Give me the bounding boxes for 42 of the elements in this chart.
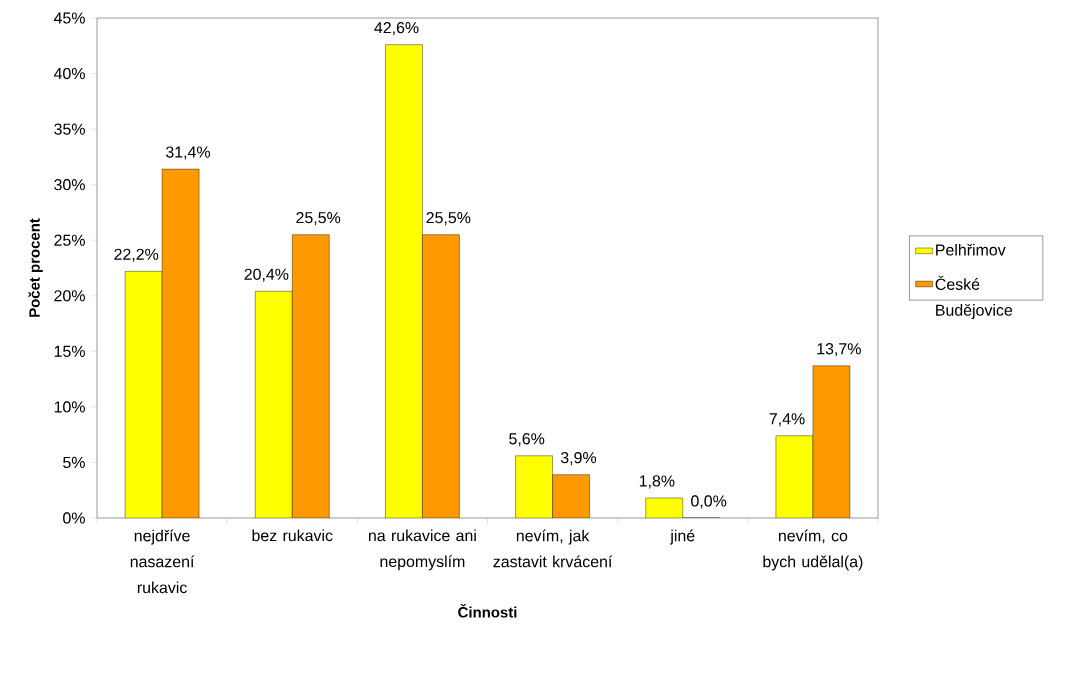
- data-label: 1,8%: [639, 475, 675, 489]
- data-label: 31,4%: [166, 146, 211, 160]
- data-label: 13,7%: [817, 343, 861, 357]
- x-tick-label: bez rukavic: [252, 529, 333, 542]
- bar: [812, 365, 851, 518]
- data-label: 5,6%: [509, 433, 545, 447]
- x-axis-title: Činnosti: [458, 604, 517, 618]
- y-tick-label: 45%: [53, 12, 85, 24]
- y-tick-label: 5%: [63, 456, 85, 469]
- y-tick-label: 30%: [54, 179, 85, 191]
- legend-label: České Budějovice: [935, 275, 1013, 319]
- legend-label: Pelhřimov: [936, 243, 1006, 256]
- data-label: 0,0%: [691, 495, 727, 509]
- data-label: 22,2%: [114, 248, 159, 262]
- bar: [515, 455, 553, 518]
- data-label: 3,9%: [560, 451, 597, 466]
- x-tick-label: jiné: [669, 529, 695, 545]
- bar: [161, 168, 200, 518]
- y-tick-label: 25%: [54, 234, 85, 246]
- bar: [422, 234, 460, 518]
- data-label: 25,5%: [426, 211, 471, 226]
- x-tick-label: nevím, jak zastavit krvácení: [493, 529, 613, 568]
- data-label: 20,4%: [244, 268, 289, 282]
- y-tick-label: 40%: [53, 67, 85, 80]
- bar: [124, 271, 163, 518]
- data-label: 25,5%: [296, 211, 341, 226]
- y-tick-label: 0%: [63, 512, 85, 524]
- bar: [385, 44, 423, 518]
- data-label: 7,4%: [769, 413, 805, 427]
- bar: [255, 291, 293, 518]
- y-tick-label: 15%: [54, 345, 85, 357]
- bar: [552, 474, 590, 518]
- bar: [292, 234, 330, 518]
- y-axis-title: Počet procent: [28, 218, 43, 317]
- y-tick-label: 20%: [54, 290, 85, 302]
- bar: [775, 435, 814, 518]
- y-tick-label: 35%: [54, 123, 85, 135]
- y-tick-label: 10%: [54, 401, 85, 413]
- x-tick-label: na rukavice ani nepomyslím: [368, 529, 476, 571]
- data-label: 42,6%: [374, 21, 419, 36]
- x-tick-label: nevím, co bych udělal(a): [763, 529, 863, 571]
- x-tick-label: nejdříve nasazení rukavic: [130, 529, 195, 594]
